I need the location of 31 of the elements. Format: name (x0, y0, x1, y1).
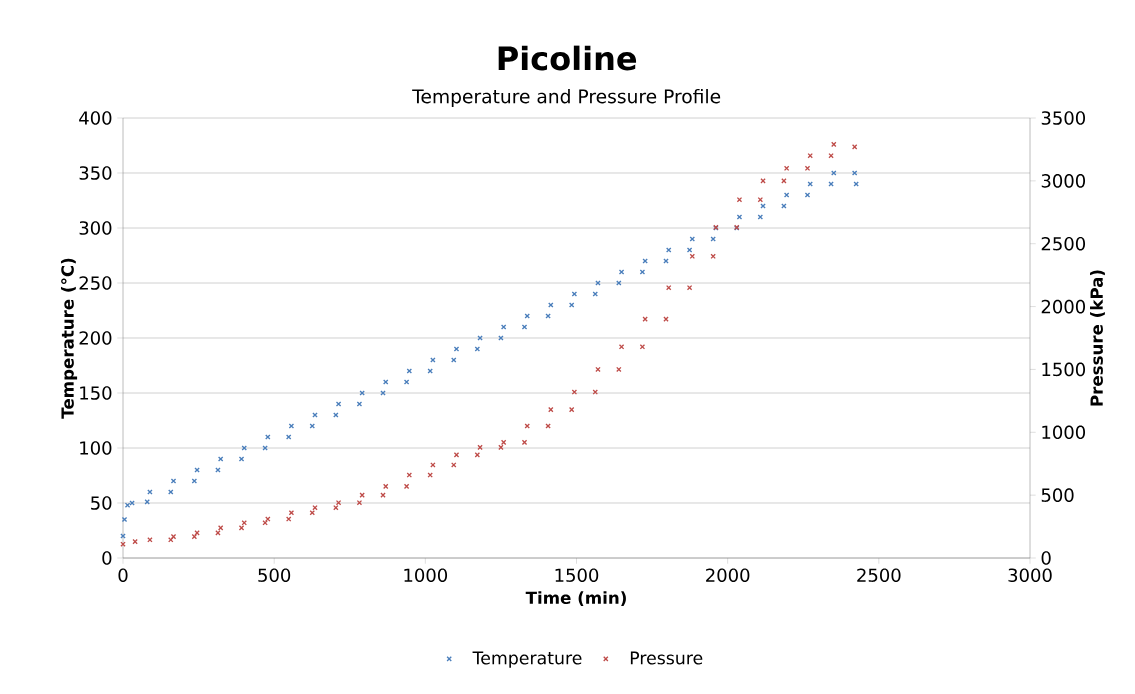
y-tick-label: 300 (79, 221, 112, 235)
y-tick-label: 400 (79, 111, 112, 125)
y2-tick-label: 2500 (1041, 236, 1086, 251)
y-tick-label: 350 (79, 166, 112, 180)
x-tick-label: 0 (118, 568, 128, 583)
x-tick-label: 1500 (555, 568, 599, 583)
y-tick-label: 150 (80, 386, 112, 400)
y2-tick-label: 1500 (1042, 362, 1086, 377)
y-tick-label: 250 (79, 276, 112, 290)
y2-axis-title: Pressure (kPa) (1090, 270, 1105, 406)
x-tick-label: 2500 (857, 568, 901, 583)
x-tick-label: 500 (258, 568, 291, 583)
legend-label: Pressure (630, 651, 703, 665)
x-tick-label: 2000 (706, 568, 750, 583)
x-tick-label: 3000 (1008, 568, 1052, 583)
y2-tick-label: 3000 (1041, 174, 1086, 188)
y2-tick-label: 0 (1041, 551, 1051, 565)
y-tick-label: 50 (91, 496, 112, 510)
chart-subtitle: Temperature and Pressure Profile (412, 88, 721, 108)
legend-label: Temperature (472, 651, 582, 668)
chart-title: Picoline (498, 45, 637, 71)
y2-tick-label: 500 (1041, 488, 1074, 502)
y-tick-label: 200 (79, 331, 112, 345)
y-tick-label: 0 (102, 551, 112, 565)
y2-tick-label: 2000 (1041, 299, 1086, 314)
x-tick-label: 1000 (404, 568, 448, 583)
y-tick-label: 100 (80, 441, 112, 455)
x-axis-title: Time (min) (525, 591, 626, 607)
y2-tick-label: 3500 (1041, 111, 1086, 125)
y2-tick-label: 1000 (1042, 425, 1086, 440)
y-axis-title: Temperature (°C) (60, 258, 78, 419)
